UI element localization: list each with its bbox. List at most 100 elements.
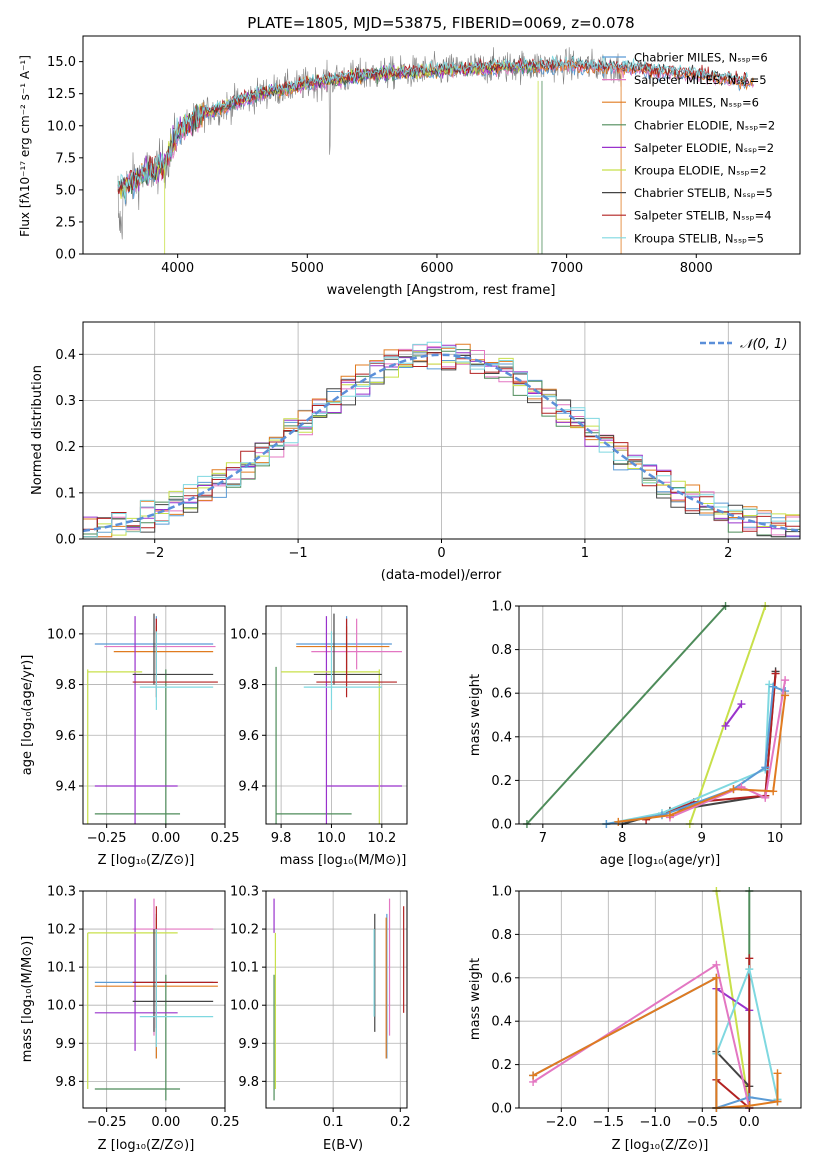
legend-label: Salpeter MILES, Nₛₛₚ=5: [634, 73, 767, 87]
x-tick-label: 9: [698, 831, 706, 846]
salpeter-stelib-weight-marker: [771, 669, 780, 678]
salpeter-stelib-model-line: [117, 57, 748, 195]
weight-vs-age-ylabel: mass weight: [468, 674, 483, 756]
y-tick-label: 0.0: [491, 818, 512, 833]
y-tick-label: 0.4: [55, 348, 76, 363]
kroupa-miles-weight-marker: [773, 1097, 782, 1106]
age-vs-metallicity-panel: −0.25 0.00 0.25 9.4 9.6 9.8 10.0 Z [log₁₀(Z/Z⊙…: [20, 605, 240, 868]
y-tick-label: 0.2: [55, 440, 76, 455]
spectrum-legend: Chabrier MILES, Nₛₛₚ=6 Salpeter MILES, Nₛ…: [602, 51, 775, 245]
normal-distribution-curve: [82, 353, 801, 533]
mass-vs-metallicity-ylabel: mass [log₁₀(M/M⊙)]: [20, 936, 35, 1063]
y-tick-label: 1.0: [491, 600, 512, 615]
x-tick-label: 0.25: [211, 831, 240, 846]
salpeter-elodie-weight-marker: [737, 700, 746, 709]
kroupa-miles-weight-marker: [529, 1071, 538, 1080]
y-tick-label: 10.0: [47, 627, 76, 642]
x-tick-label: 7000: [550, 261, 583, 276]
mass-vs-extinction-panel: 0.1 0.2 9.8 9.9 10.0 10.1 10.2 10.3 E(B-V): [230, 885, 411, 1154]
residuals-panel: −2 −1 0 1 2 0.0 0.1 0.2 0.3 0.4 (data-model)/erro…: [30, 321, 801, 583]
kroupa-miles-weight-marker: [773, 1069, 782, 1078]
y-tick-label: 9.9: [55, 1037, 76, 1052]
weight-vs-metallicity-xlabel: Z [log₁₀(Z/Z⊙)]: [612, 1138, 709, 1153]
legend-label: Kroupa MILES, Nₛₛₚ=6: [634, 96, 759, 110]
y-tick-label: 9.8: [55, 678, 76, 693]
age-vs-metallicity-xlabel: Z [log₁₀(Z/Z⊙)]: [98, 853, 195, 868]
y-tick-label: 10.1: [230, 961, 259, 976]
y-tick-label: 0.0: [55, 248, 76, 263]
x-tick-label: 10.2: [367, 831, 396, 846]
y-tick-label: 9.4: [238, 779, 259, 794]
y-tick-label: 0.8: [491, 928, 512, 943]
weight-vs-age-frame: [518, 605, 802, 825]
y-tick-label: 0.8: [491, 643, 512, 658]
legend-label: Kroupa ELODIE, Nₛₛₚ=2: [634, 164, 767, 178]
age-vs-mass-xlabel: mass [log₁₀(M/M⊙)]: [280, 853, 407, 868]
x-tick-label: −1.0: [640, 1115, 672, 1130]
kroupa-miles-weight-marker: [781, 691, 790, 700]
x-tick-label: 0: [437, 546, 445, 561]
y-tick-label: 9.6: [55, 729, 76, 744]
x-tick-label: 2: [724, 546, 732, 561]
salpeter-miles-weight-marker: [761, 793, 770, 802]
x-tick-label: −0.25: [87, 1115, 127, 1130]
weight-vs-metallicity-panel: −2.0 −1.5 −1.0 −0.5 0.0 0.0 0.2 0.4 0.6 0.8 1.0 Z …: [468, 885, 802, 1153]
x-tick-label: 10.0: [317, 831, 346, 846]
residuals-legend: 𝒩(0, 1): [700, 337, 787, 352]
y-tick-label: 12.5: [47, 87, 76, 102]
y-tick-label: 10.0: [47, 119, 76, 134]
y-tick-label: 10.3: [230, 885, 259, 900]
age-vs-metallicity-frame: [82, 605, 226, 825]
y-tick-label: 5.0: [55, 183, 76, 198]
spectrum-panel: PLATE=1805, MJD=53875, FIBERID=0069, z=0…: [18, 14, 801, 298]
y-tick-label: 9.6: [238, 729, 259, 744]
salpeter-miles-weight-line: [669, 679, 787, 819]
mass-vs-extinction-frame: [265, 890, 408, 1109]
residuals-ylabel: Normed distribution: [30, 365, 45, 495]
x-tick-label: 7: [539, 831, 547, 846]
salpeter-elodie-weight-line: [724, 703, 743, 727]
x-tick-label: −1: [289, 546, 308, 561]
y-tick-label: 9.8: [238, 678, 259, 693]
y-tick-label: 9.8: [238, 1075, 259, 1090]
x-tick-label: 0.1: [323, 1115, 344, 1130]
mass-vs-metallicity-frame: [82, 890, 226, 1109]
legend-label: Kroupa STELIB, Nₛₛₚ=5: [634, 231, 764, 245]
kroupa-stelib-model-line: [117, 55, 748, 201]
kroupa-miles-weight-marker: [729, 785, 738, 794]
age-vs-mass-panel: 9.8 10.0 10.2 9.4 9.6 9.8 10.0 mass [log₁₀(M/M…: [230, 605, 408, 868]
x-tick-label: 9.8: [271, 831, 292, 846]
x-tick-label: 8000: [680, 261, 713, 276]
legend-label: Salpeter STELIB, Nₛₛₚ=4: [634, 209, 772, 223]
y-tick-label: 15.0: [47, 55, 76, 70]
kroupa-stelib-weight-line: [606, 684, 771, 825]
y-tick-label: 10.2: [47, 923, 76, 938]
salpeter-elodie-weight-marker: [721, 721, 730, 730]
age-vs-mass-frame: [265, 605, 408, 825]
x-tick-label: 5000: [291, 261, 324, 276]
x-tick-label: 8: [618, 831, 626, 846]
spectrum-xlabel: wavelength [Angstrom, rest frame]: [327, 283, 556, 298]
kroupa-stelib-histogram: [83, 341, 800, 538]
y-tick-label: 0.6: [491, 687, 512, 702]
y-tick-label: 10.1: [47, 961, 76, 976]
y-tick-label: 2.5: [55, 215, 76, 230]
y-tick-label: 0.1: [55, 486, 76, 501]
legend-label: Chabrier ELODIE, Nₛₛₚ=2: [634, 118, 775, 132]
y-tick-label: 0.0: [55, 533, 76, 548]
y-tick-label: 10.0: [230, 627, 259, 642]
x-tick-label: 0.2: [390, 1115, 411, 1130]
y-tick-label: 0.6: [491, 971, 512, 986]
x-tick-label: 1: [581, 546, 589, 561]
x-tick-label: −0.5: [687, 1115, 719, 1130]
mass-vs-metallicity-panel: −0.25 0.00 0.25 9.8 9.9 10.0 10.1 10.2 10.3 Z [l…: [20, 885, 239, 1154]
y-tick-label: 0.2: [491, 1058, 512, 1073]
y-tick-label: 0.4: [491, 1015, 512, 1030]
age-vs-metallicity-ylabel: age [log₁₀(age/yr)]: [20, 655, 35, 776]
chabrier-elodie-weight-line: [526, 605, 727, 825]
weight-vs-metallicity-ylabel: mass weight: [468, 958, 483, 1040]
mass-vs-metallicity-xlabel: Z [log₁₀(Z/Z⊙)]: [98, 1138, 195, 1153]
x-tick-label: 0.00: [151, 1115, 180, 1130]
y-tick-label: 1.0: [491, 885, 512, 900]
